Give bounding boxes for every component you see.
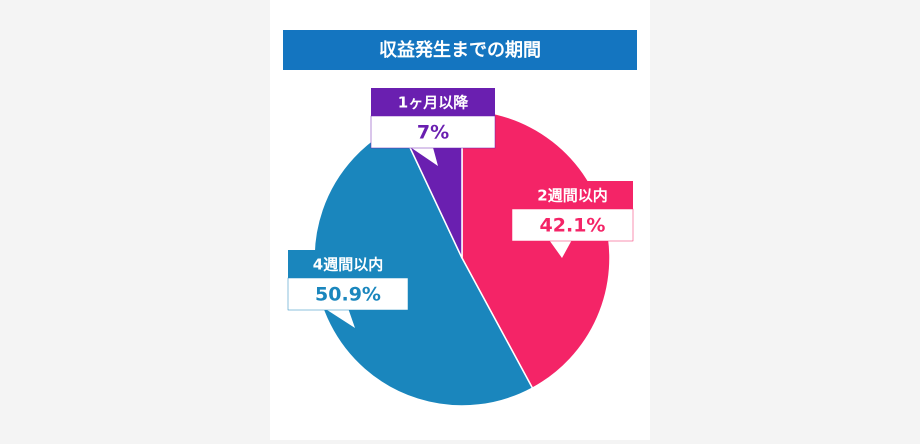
chart-title: 収益発生までの期間 <box>379 39 541 61</box>
callout-header <box>512 181 633 209</box>
title-bar <box>283 30 637 70</box>
callout-header <box>371 88 495 116</box>
category-label: 4週間以内 <box>313 256 383 274</box>
callout-body <box>370 115 496 149</box>
category-label: 1ヶ月以降 <box>398 94 469 112</box>
callout-header <box>288 250 408 278</box>
callout-pointer <box>408 146 438 166</box>
pie-slice <box>313 123 534 407</box>
callout-body <box>511 208 634 242</box>
callout-pointer <box>548 239 573 258</box>
value-label: 7% <box>417 122 449 144</box>
callout-body <box>287 277 409 311</box>
callout-pointer <box>324 308 355 328</box>
category-label: 2週間以内 <box>537 187 607 205</box>
value-label: 50.9% <box>315 284 381 306</box>
value-label: 42.1% <box>540 215 606 237</box>
